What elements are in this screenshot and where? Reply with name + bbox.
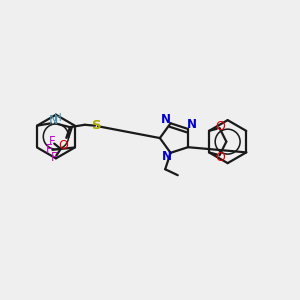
- Text: F: F: [51, 151, 58, 164]
- Text: O: O: [215, 151, 225, 164]
- Text: N: N: [161, 112, 171, 126]
- Text: O: O: [215, 120, 225, 133]
- Text: F: F: [46, 143, 53, 156]
- Text: N: N: [161, 150, 171, 163]
- Text: H: H: [54, 113, 61, 123]
- Text: F: F: [49, 135, 56, 148]
- Text: S: S: [92, 119, 102, 133]
- Text: O: O: [58, 139, 68, 152]
- Text: N: N: [187, 118, 197, 131]
- Text: N: N: [49, 114, 58, 127]
